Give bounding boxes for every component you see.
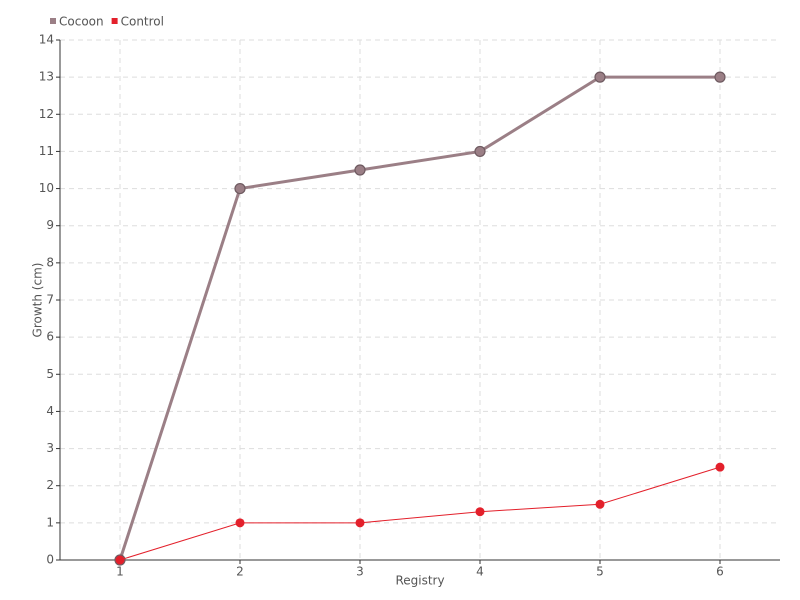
- x-tick-label: 5: [596, 565, 604, 579]
- y-tick-label: 0: [46, 553, 54, 567]
- series: [114, 71, 726, 566]
- y-axis-label: Growth (cm): [31, 263, 45, 338]
- y-tick-label: 3: [46, 441, 54, 455]
- x-tick-label: 3: [356, 565, 364, 579]
- y-tick-label: 14: [39, 33, 54, 47]
- point: [715, 462, 725, 472]
- legend-label: Control: [121, 15, 164, 29]
- x-tick-label: 2: [236, 565, 244, 579]
- legend-swatch: [111, 18, 118, 24]
- x-tick-label: 4: [476, 565, 484, 579]
- series-line: [119, 466, 721, 561]
- x-tick-label: 1: [116, 565, 124, 579]
- point: [594, 71, 606, 83]
- y-tick-label: 4: [46, 404, 54, 418]
- legend-label: Cocoon: [59, 15, 104, 29]
- x-tick-label: 6: [716, 565, 724, 579]
- y-tick-label: 8: [46, 255, 54, 269]
- point: [234, 182, 246, 195]
- y-tick-label: 2: [46, 478, 54, 492]
- y-tick-label: 10: [39, 181, 54, 195]
- y-tick-label: 11: [39, 144, 54, 158]
- series: [115, 462, 725, 565]
- y-tick-label: 13: [39, 70, 54, 84]
- point: [355, 518, 365, 528]
- y-tick-label: 1: [46, 515, 54, 529]
- legend-swatch: [50, 18, 56, 24]
- point: [714, 71, 726, 83]
- point: [595, 499, 605, 509]
- y-tick-label: 12: [39, 107, 54, 121]
- point: [115, 555, 125, 565]
- series-line: [118, 75, 720, 561]
- point: [235, 518, 245, 528]
- point: [474, 145, 486, 158]
- y-tick-label: 5: [46, 367, 54, 381]
- point: [475, 507, 485, 517]
- y-tick-label: 6: [46, 330, 54, 344]
- y-tick-label: 9: [46, 218, 54, 232]
- x-axis-label: Registry: [395, 574, 444, 588]
- point: [354, 164, 366, 176]
- y-tick-label: 7: [46, 293, 54, 307]
